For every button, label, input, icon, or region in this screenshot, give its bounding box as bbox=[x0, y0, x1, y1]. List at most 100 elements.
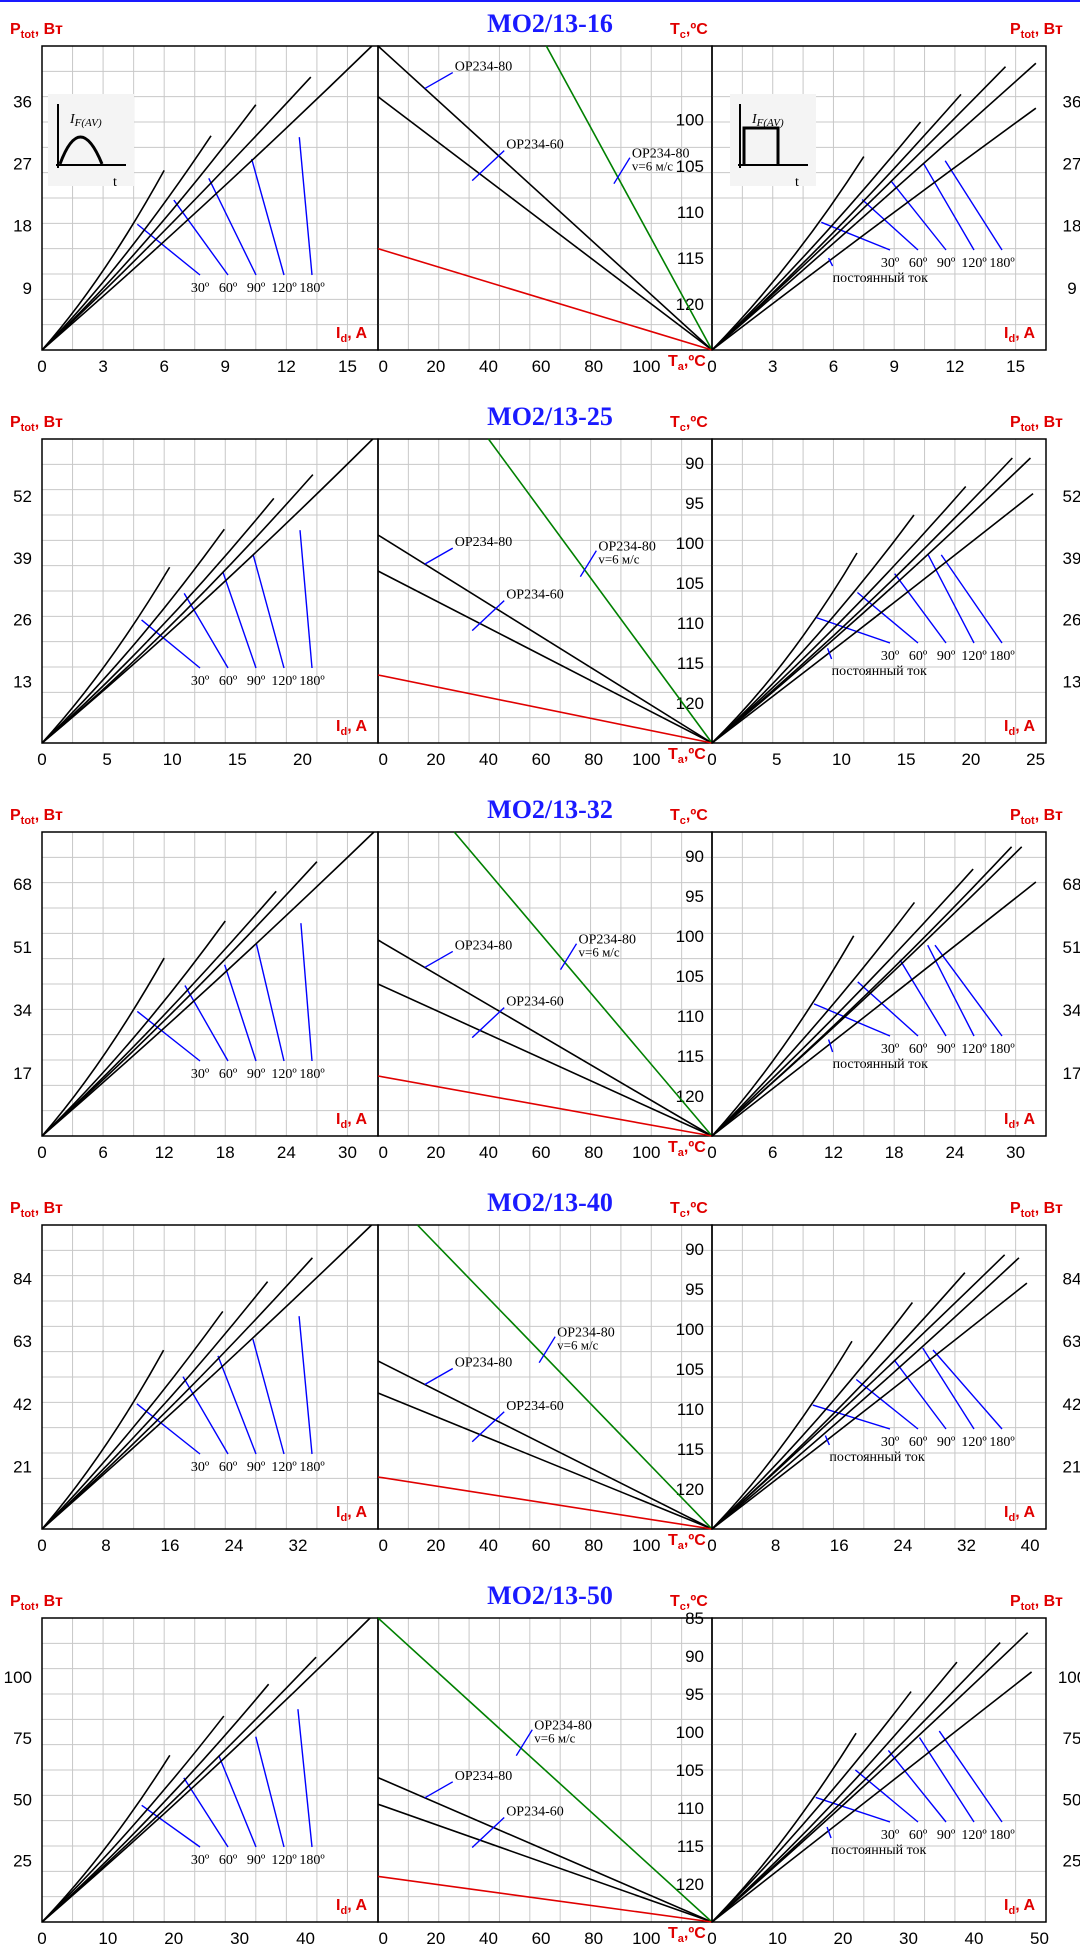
y-tick-label: 75 bbox=[13, 1729, 32, 1748]
middle-y-axis-label-sub: c bbox=[680, 1208, 686, 1220]
x-tick-label: 5 bbox=[772, 750, 781, 769]
left-y-axis-label-main: P bbox=[10, 21, 21, 38]
left-x-axis-label: Id, A bbox=[336, 325, 367, 345]
thermal-line-1 bbox=[377, 1392, 713, 1530]
middle-x-axis-label-sub: a bbox=[678, 1147, 685, 1159]
angle-label-2: 90º bbox=[937, 1042, 956, 1057]
thermal-line-1 bbox=[377, 96, 713, 351]
y-tick-label: 85 bbox=[685, 1609, 704, 1628]
left-panel-sine: 0 10 20 30 40 25 50 75 100 Id, A 30º 60º 90º 120º 180º bbox=[4, 1617, 379, 1948]
y-tick-label: 68 bbox=[1063, 875, 1080, 894]
x-tick-label: 8 bbox=[101, 1536, 110, 1555]
pointer-line bbox=[856, 591, 919, 644]
angle-label-3: 120º bbox=[961, 1042, 987, 1057]
x-tick-label: 100 bbox=[632, 357, 660, 376]
left-y-axis-label-main: P bbox=[10, 1593, 21, 1610]
pointer-line bbox=[184, 985, 229, 1062]
right-x-axis-label: Id, A bbox=[1004, 1897, 1035, 1917]
x-tick-label: 12 bbox=[155, 1143, 174, 1162]
left-y-axis-label-unit: , Вт bbox=[35, 1200, 63, 1217]
thermal-line-3 bbox=[377, 1875, 713, 1923]
x-tick-label: 20 bbox=[426, 357, 445, 376]
x-tick-label: 24 bbox=[277, 1143, 296, 1162]
right-x-axis-label-main: I bbox=[1004, 1897, 1008, 1914]
middle-x-axis-label: Ta,ºC bbox=[668, 1532, 706, 1552]
y-tick-label: 95 bbox=[685, 1280, 704, 1299]
y-tick-label: 120 bbox=[676, 694, 704, 713]
y-tick-label: 13 bbox=[1063, 672, 1080, 691]
x-tick-label: 10 bbox=[98, 1929, 117, 1948]
x-tick-label: 0 bbox=[707, 357, 716, 376]
y-tick-label: 120 bbox=[676, 1875, 704, 1894]
thermal-line-1 bbox=[377, 1803, 713, 1923]
pointer-line bbox=[893, 1359, 947, 1430]
icon-background bbox=[48, 94, 134, 186]
pointer-line bbox=[471, 1007, 505, 1039]
left-x-axis-label-main: I bbox=[336, 718, 340, 735]
pointer-line bbox=[826, 647, 833, 660]
pointer-line bbox=[899, 959, 947, 1037]
x-tick-label: 0 bbox=[37, 1929, 46, 1948]
x-tick-label: 60 bbox=[532, 1536, 551, 1555]
pointer-line bbox=[424, 71, 454, 90]
label-op234-60: OP234-60 bbox=[506, 995, 564, 1010]
power-curve-1 bbox=[711, 514, 915, 744]
y-tick-label: 115 bbox=[677, 1047, 704, 1066]
pointer-line bbox=[857, 981, 919, 1037]
angle-label-3: 120º bbox=[961, 1828, 987, 1843]
angle-label-1: 60º bbox=[909, 256, 928, 271]
power-curve-2 bbox=[711, 1661, 958, 1923]
angle-label-4: 180º bbox=[989, 649, 1015, 664]
x-tick-label: 80 bbox=[584, 357, 603, 376]
angle-label-0: 30º bbox=[191, 1067, 210, 1082]
left-x-axis-label: Id, A bbox=[336, 1111, 367, 1131]
chart-title: MO2/13-25 bbox=[487, 402, 613, 431]
middle-panel-thermal: 0 20 40 60 80 100 90 95 100 105 110 115 120 Ta,ºC OP23… bbox=[377, 438, 713, 769]
angle-label-1: 60º bbox=[909, 1828, 928, 1843]
middle-x-axis-label-sub: a bbox=[678, 1933, 685, 1945]
x-tick-label: 0 bbox=[379, 357, 388, 376]
thermal-line-0 bbox=[377, 1360, 713, 1530]
pointer-line bbox=[613, 157, 631, 185]
chart-title: MO2/13-50 bbox=[487, 1581, 613, 1610]
x-tick-label: 16 bbox=[830, 1536, 849, 1555]
angle-label-1: 60º bbox=[909, 649, 928, 664]
y-tick-label: 51 bbox=[13, 938, 32, 957]
left-panel-sine: 0 8 16 24 32 21 42 63 84 Id, A 30º 60º 90º 120º 180º bbox=[13, 1224, 379, 1555]
x-tick-label: 0 bbox=[707, 1929, 716, 1948]
y-tick-label: 100 bbox=[1058, 1668, 1080, 1687]
label-op234-80-wind: OP234-80 bbox=[557, 1326, 615, 1341]
chart-title: MO2/13-32 bbox=[487, 795, 613, 824]
angle-label-2: 90º bbox=[937, 649, 956, 664]
y-tick-label: 90 bbox=[685, 454, 704, 473]
y-tick-label: 27 bbox=[1063, 154, 1080, 173]
y-tick-label: 120 bbox=[676, 295, 704, 314]
y-tick-label: 95 bbox=[685, 1685, 704, 1704]
middle-y-axis-label-main: T bbox=[670, 1593, 680, 1610]
pointer-line bbox=[815, 1796, 891, 1823]
left-y-axis-label-sub: tot bbox=[21, 1208, 35, 1220]
right-y-axis-label-unit: , Вт bbox=[1035, 21, 1063, 38]
pointer-line bbox=[208, 178, 257, 276]
thermal-line-3 bbox=[377, 674, 713, 744]
label-op234-80-wind: OP234-80 bbox=[632, 147, 690, 162]
power-curve-3 bbox=[711, 1254, 1006, 1530]
angle-label-2: 90º bbox=[247, 674, 266, 689]
right-panel-rect: 0 10 20 30 40 50 25 50 75 100 Id, A 30º 60º 90º 120º18… bbox=[707, 1617, 1080, 1948]
power-curve-1 bbox=[41, 528, 225, 744]
middle-y-axis-label-main: T bbox=[670, 414, 680, 431]
x-tick-label: 18 bbox=[216, 1143, 235, 1162]
left-x-axis-label-sub: d bbox=[340, 1512, 347, 1524]
y-tick-label: 100 bbox=[676, 927, 704, 946]
x-tick-label: 9 bbox=[889, 357, 898, 376]
icon-rect-pulse bbox=[742, 126, 780, 164]
left-x-axis-label-unit: , A bbox=[347, 718, 367, 735]
angle-label-0: 30º bbox=[881, 1435, 900, 1450]
angle-label-3: 120º bbox=[271, 674, 297, 689]
icon-label-sub: F(AV) bbox=[756, 117, 784, 129]
x-tick-label: 0 bbox=[707, 750, 716, 769]
power-curve-0 bbox=[41, 566, 171, 744]
